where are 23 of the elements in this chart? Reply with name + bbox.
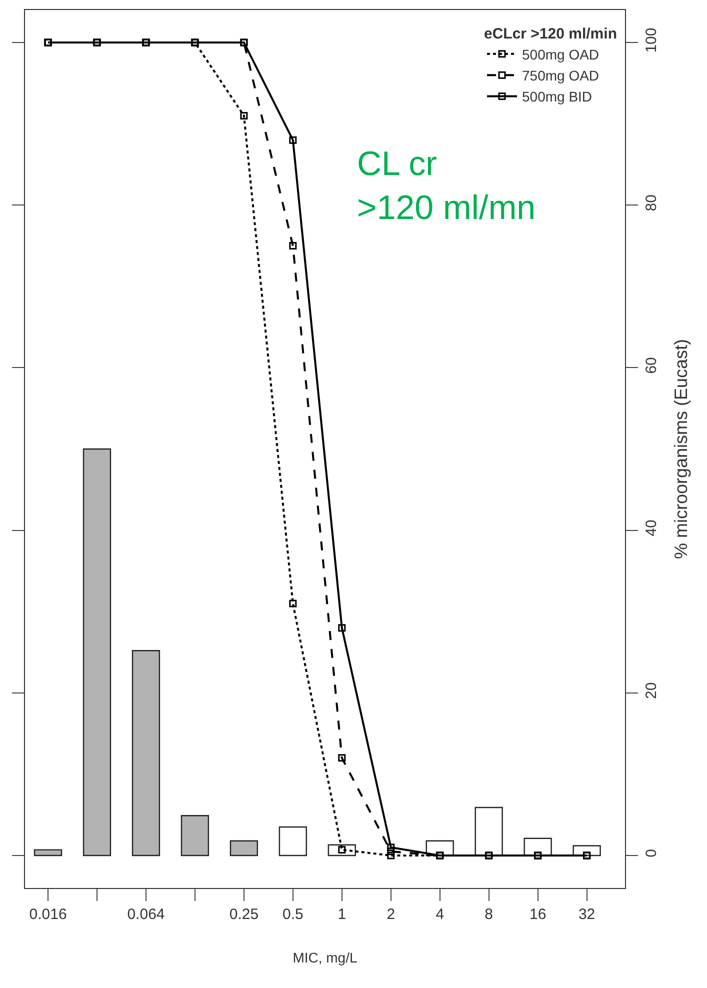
y-tick-label: 40 — [643, 520, 660, 536]
x-tick-label: 0.5 — [282, 906, 304, 923]
x-tick-label: 32 — [578, 906, 596, 923]
y-tick-label: 80 — [643, 194, 660, 212]
x-tick-label: 8 — [484, 906, 494, 923]
x-tick-label: 2 — [386, 906, 396, 923]
x-tick-label: 4 — [436, 906, 444, 923]
legend-label: 750mg OAD — [522, 68, 600, 84]
x-tick-label: 1 — [338, 906, 346, 923]
x-tick-label: 16 — [529, 906, 546, 923]
legend-label: 500mg BID — [522, 88, 592, 105]
x-axis-title: MIC, mg/L — [292, 949, 358, 966]
annotation: CL cr >120 ml/mn — [357, 145, 536, 228]
x-tick-label: 0.016 — [29, 906, 67, 923]
y-tick-label: 100 — [643, 28, 660, 53]
x-tick-label: 0.064 — [127, 906, 165, 923]
legend-title: eCLcr >120 ml/min — [484, 25, 617, 42]
y-tick-label: 60 — [643, 357, 660, 374]
x-tick-label: 0.25 — [229, 906, 259, 923]
y-tick-label: 0 — [643, 849, 660, 858]
y-axis-title: % microorganisms (Eucast) — [671, 338, 692, 560]
y-tick-label: 20 — [643, 682, 660, 699]
legend-label: 500mg OAD — [522, 46, 600, 62]
